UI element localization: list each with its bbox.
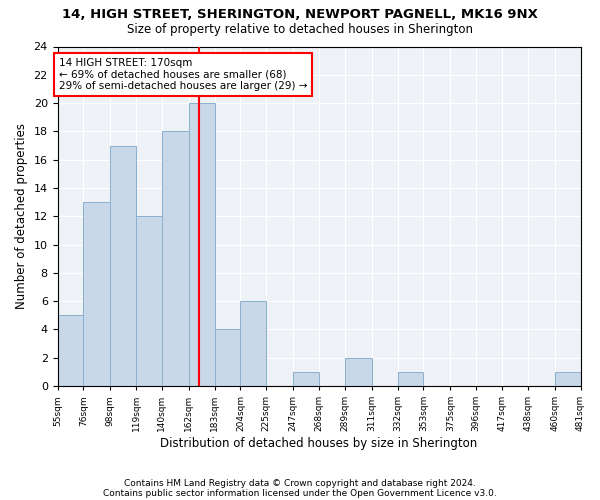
Bar	[241, 301, 266, 386]
Bar	[58, 316, 83, 386]
Bar	[555, 372, 581, 386]
Text: 14 HIGH STREET: 170sqm
← 69% of detached houses are smaller (68)
29% of semi-det: 14 HIGH STREET: 170sqm ← 69% of detached…	[59, 58, 307, 91]
Bar	[293, 372, 319, 386]
Bar	[162, 132, 189, 386]
Bar	[398, 372, 424, 386]
Bar	[345, 358, 372, 386]
Bar	[110, 146, 136, 386]
Bar	[189, 103, 215, 386]
Y-axis label: Number of detached properties: Number of detached properties	[15, 124, 28, 310]
X-axis label: Distribution of detached houses by size in Sherington: Distribution of detached houses by size …	[160, 437, 478, 450]
Bar	[83, 202, 110, 386]
Bar	[136, 216, 162, 386]
Text: Contains HM Land Registry data © Crown copyright and database right 2024.: Contains HM Land Registry data © Crown c…	[124, 478, 476, 488]
Bar	[215, 330, 241, 386]
Text: 14, HIGH STREET, SHERINGTON, NEWPORT PAGNELL, MK16 9NX: 14, HIGH STREET, SHERINGTON, NEWPORT PAG…	[62, 8, 538, 20]
Text: Size of property relative to detached houses in Sherington: Size of property relative to detached ho…	[127, 22, 473, 36]
Text: Contains public sector information licensed under the Open Government Licence v3: Contains public sector information licen…	[103, 488, 497, 498]
